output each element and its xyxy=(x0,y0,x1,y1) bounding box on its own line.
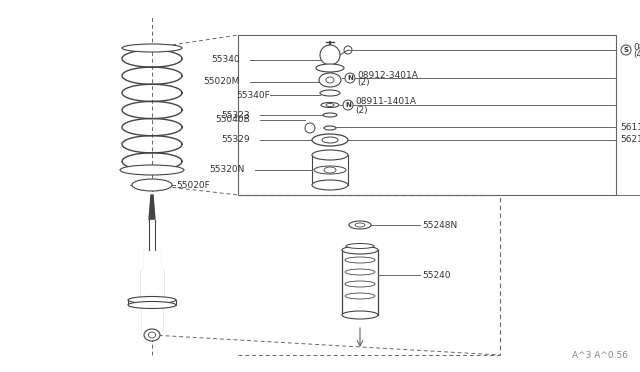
Ellipse shape xyxy=(345,269,375,275)
Circle shape xyxy=(345,73,355,83)
Text: N: N xyxy=(345,102,351,108)
Ellipse shape xyxy=(345,293,375,299)
Text: 55020F: 55020F xyxy=(176,180,210,189)
Text: N: N xyxy=(347,75,353,81)
Circle shape xyxy=(621,45,631,55)
Text: (2): (2) xyxy=(355,106,367,115)
Circle shape xyxy=(320,45,340,65)
Text: 08912-3401A: 08912-3401A xyxy=(357,71,418,80)
Ellipse shape xyxy=(346,244,374,248)
Text: (4): (4) xyxy=(633,51,640,60)
Text: S: S xyxy=(623,47,628,53)
Ellipse shape xyxy=(320,90,340,96)
Text: 08911-1401A: 08911-1401A xyxy=(355,97,416,106)
Bar xyxy=(128,300,176,305)
Polygon shape xyxy=(149,195,155,220)
Text: 55240: 55240 xyxy=(422,270,451,279)
Text: 55248N: 55248N xyxy=(422,221,457,230)
Polygon shape xyxy=(141,270,163,300)
Text: 55040B: 55040B xyxy=(215,115,250,125)
Polygon shape xyxy=(142,303,162,330)
Ellipse shape xyxy=(323,113,337,117)
Ellipse shape xyxy=(324,126,336,130)
Text: 55340F: 55340F xyxy=(236,90,270,99)
Ellipse shape xyxy=(324,167,336,173)
Ellipse shape xyxy=(326,77,334,83)
Text: 55323: 55323 xyxy=(221,110,250,119)
Polygon shape xyxy=(312,155,348,185)
Ellipse shape xyxy=(342,246,378,254)
Ellipse shape xyxy=(132,179,172,191)
Polygon shape xyxy=(342,250,378,315)
Text: 56217: 56217 xyxy=(620,135,640,144)
Ellipse shape xyxy=(345,281,375,287)
Ellipse shape xyxy=(128,296,176,304)
Ellipse shape xyxy=(120,165,184,175)
Text: 55020M: 55020M xyxy=(204,77,240,87)
Ellipse shape xyxy=(312,150,348,160)
Ellipse shape xyxy=(144,329,160,341)
Circle shape xyxy=(343,100,353,110)
Circle shape xyxy=(344,46,352,54)
Ellipse shape xyxy=(314,166,346,174)
Text: A^3 A^0.56: A^3 A^0.56 xyxy=(572,351,628,360)
Ellipse shape xyxy=(316,64,344,72)
Ellipse shape xyxy=(312,134,348,146)
Ellipse shape xyxy=(322,137,338,143)
Ellipse shape xyxy=(345,257,375,263)
Ellipse shape xyxy=(128,301,176,308)
Text: 55340: 55340 xyxy=(211,55,240,64)
Ellipse shape xyxy=(148,332,156,338)
Polygon shape xyxy=(144,250,160,270)
Polygon shape xyxy=(149,220,155,250)
Ellipse shape xyxy=(122,44,182,52)
Ellipse shape xyxy=(321,103,339,108)
Ellipse shape xyxy=(355,223,365,227)
Circle shape xyxy=(305,123,315,133)
Ellipse shape xyxy=(312,180,348,190)
Ellipse shape xyxy=(349,221,371,229)
Text: 08360-51426: 08360-51426 xyxy=(633,42,640,51)
Text: (2): (2) xyxy=(357,78,370,87)
Text: 55329: 55329 xyxy=(221,135,250,144)
Ellipse shape xyxy=(342,311,378,319)
Text: 55320N: 55320N xyxy=(210,166,245,174)
Text: 56113X: 56113X xyxy=(620,122,640,131)
Ellipse shape xyxy=(326,103,334,106)
Ellipse shape xyxy=(319,73,341,87)
